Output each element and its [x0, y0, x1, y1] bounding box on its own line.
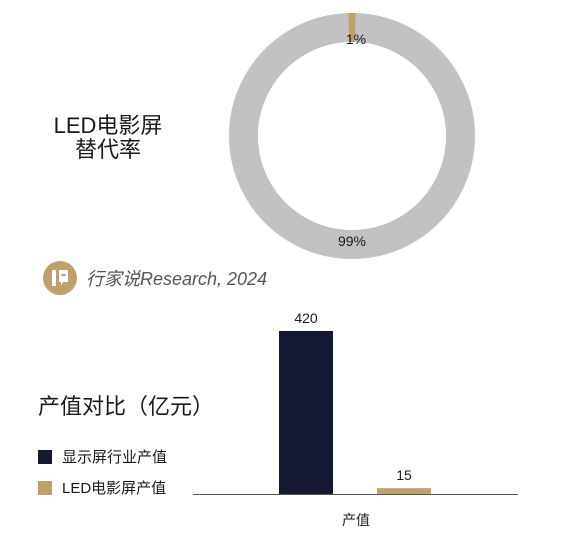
- bar-value-label: 15: [396, 467, 412, 483]
- bar-value-label: 420: [294, 310, 318, 326]
- brand-text: 行家说Research, 2024: [86, 269, 268, 289]
- x-category-label: 产值: [342, 512, 370, 528]
- donut-slice-label: 99%: [338, 233, 366, 249]
- brand: 行家说Research, 2024: [42, 258, 267, 298]
- legend-item-led-cinema: LED电影屏产值: [38, 477, 166, 498]
- legend-swatch: [38, 449, 52, 464]
- legend-label: 显示屏行业产值: [62, 449, 168, 466]
- legend-swatch: [38, 480, 52, 495]
- bar-chart-title: 产值对比（亿元）: [38, 394, 215, 419]
- donut-title-line-1: LED电影屏: [53, 113, 163, 138]
- donut-title-line-2: 替代率: [74, 137, 141, 162]
- bar: [377, 488, 431, 494]
- bar: [279, 331, 333, 494]
- legend-item-display-industry: 显示屏行业产值: [38, 446, 167, 467]
- donut-svg: 99% 1%: [229, 13, 475, 259]
- donut-slice-label: 1%: [346, 31, 366, 47]
- brand-logo-icon: [43, 261, 77, 295]
- legend-label: LED电影屏产值: [62, 480, 167, 497]
- donut-chart: LED电影屏 替代率 99% 1%: [53, 13, 475, 259]
- donut-slice: [229, 13, 475, 259]
